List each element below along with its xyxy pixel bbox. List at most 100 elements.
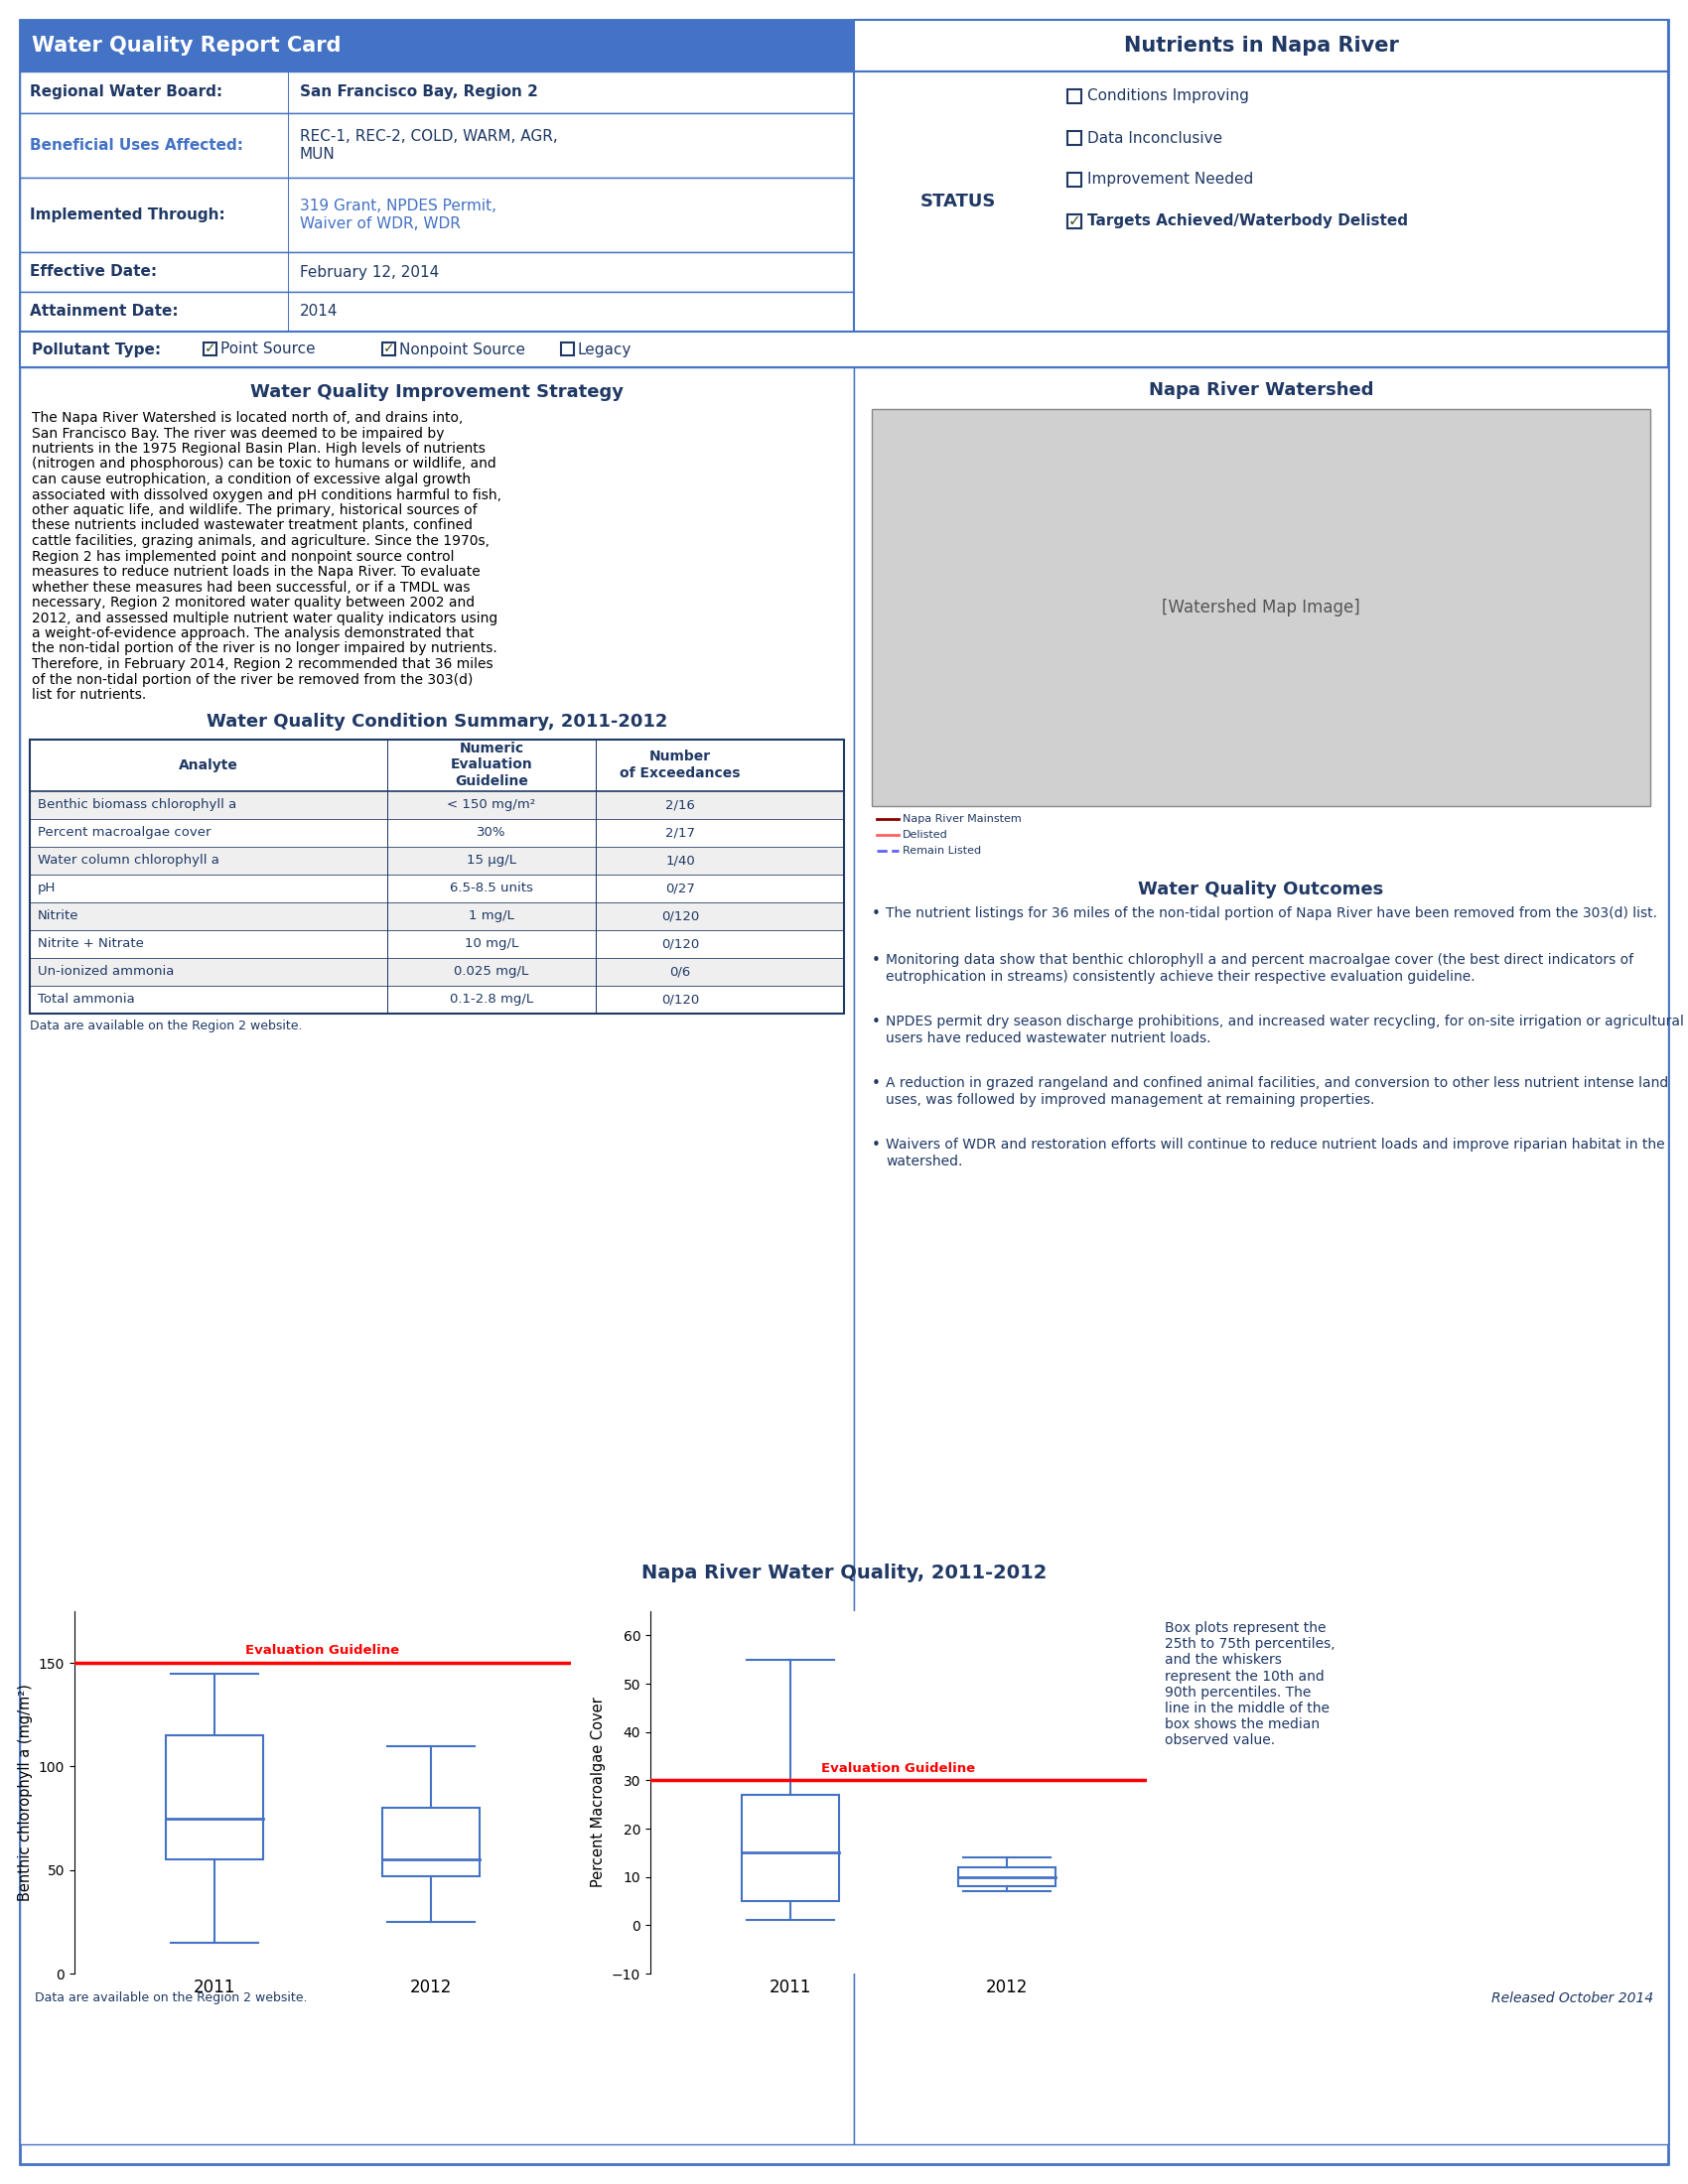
Text: nutrients in the 1975 Regional Basin Plan. High levels of nutrients: nutrients in the 1975 Regional Basin Pla…	[32, 441, 486, 456]
Text: Data are available on the Region 2 website.: Data are available on the Region 2 websi…	[35, 1992, 307, 2005]
Text: Total ammonia: Total ammonia	[37, 994, 135, 1005]
Text: February 12, 2014: February 12, 2014	[300, 264, 439, 280]
Text: 1/40: 1/40	[665, 854, 695, 867]
Bar	[20, 72, 854, 114]
Bar	[30, 819, 844, 845]
Text: cattle facilities, grazing animals, and agriculture. Since the 1970s,: cattle facilities, grazing animals, and …	[32, 535, 490, 548]
Text: Attainment Date:: Attainment Date:	[30, 304, 179, 319]
Text: The nutrient listings for 36 miles of the non-tidal portion of Napa River have b: The nutrient listings for 36 miles of th…	[886, 906, 1658, 919]
Text: associated with dissolved oxygen and pH conditions harmful to fish,: associated with dissolved oxygen and pH …	[32, 487, 501, 502]
Bar	[1067, 214, 1082, 229]
Text: necessary, Region 2 monitored water quality between 2002 and: necessary, Region 2 monitored water qual…	[32, 596, 474, 609]
Text: Conditions Improving: Conditions Improving	[1087, 90, 1249, 103]
Text: Nutrients in Napa River: Nutrients in Napa River	[1124, 35, 1398, 55]
Bar	[20, 114, 854, 177]
Bar	[1067, 131, 1082, 144]
Text: Numeric
Evaluation
Guideline: Numeric Evaluation Guideline	[451, 743, 533, 788]
Text: Nonpoint Source: Nonpoint Source	[398, 343, 525, 356]
Text: Napa River Mainstem: Napa River Mainstem	[903, 815, 1021, 823]
Text: Monitoring data show that benthic chlorophyll a and percent macroalgae cover (th: Monitoring data show that benthic chloro…	[886, 954, 1634, 983]
Text: NPDES permit dry season discharge prohibitions, and increased water recycling, f: NPDES permit dry season discharge prohib…	[886, 1016, 1685, 1046]
Text: ✓: ✓	[1069, 214, 1080, 229]
Text: Point Source: Point Source	[221, 343, 316, 356]
Text: Data Inconclusive: Data Inconclusive	[1087, 131, 1222, 146]
Text: The Napa River Watershed is located north of, and drains into,: The Napa River Watershed is located nort…	[32, 411, 463, 426]
Text: •: •	[871, 906, 881, 922]
Bar	[204, 343, 216, 356]
Text: Napa River Water Quality, 2011-2012: Napa River Water Quality, 2011-2012	[641, 1564, 1047, 1583]
Bar	[381, 1808, 479, 1876]
Text: these nutrients included wastewater treatment plants, confined: these nutrients included wastewater trea…	[32, 520, 473, 533]
Bar	[854, 20, 1668, 72]
Text: Waivers of WDR and restoration efforts will continue to reduce nutrient loads an: Waivers of WDR and restoration efforts w…	[886, 1138, 1664, 1168]
Bar	[854, 367, 1668, 2145]
Text: Therefore, in February 2014, Region 2 recommended that 36 miles: Therefore, in February 2014, Region 2 re…	[32, 657, 493, 670]
Bar	[854, 72, 1668, 332]
Text: •: •	[871, 1077, 881, 1092]
Text: list for nutrients.: list for nutrients.	[32, 688, 147, 701]
Bar	[20, 177, 854, 251]
Bar	[560, 343, 574, 356]
Bar	[20, 367, 854, 2145]
Bar	[20, 293, 854, 332]
Bar	[30, 791, 844, 819]
Text: ✓: ✓	[204, 343, 216, 356]
Text: 0/120: 0/120	[662, 994, 699, 1005]
Bar	[20, 332, 1668, 367]
Text: of the non-tidal portion of the river be removed from the 303(d): of the non-tidal portion of the river be…	[32, 673, 473, 686]
Text: a weight-of-evidence approach. The analysis demonstrated that: a weight-of-evidence approach. The analy…	[32, 627, 474, 640]
Text: 1 mg/L: 1 mg/L	[469, 909, 515, 922]
Text: Water Quality Report Card: Water Quality Report Card	[32, 35, 341, 55]
Text: (nitrogen and phosphorous) can be toxic to humans or wildlife, and: (nitrogen and phosphorous) can be toxic …	[32, 456, 496, 472]
Text: 10 mg/L: 10 mg/L	[464, 937, 518, 950]
Bar	[871, 408, 1651, 806]
Text: ✓: ✓	[383, 343, 395, 356]
Text: Improvement Needed: Improvement Needed	[1087, 173, 1252, 188]
Text: Un-ionized ammonia: Un-ionized ammonia	[37, 965, 174, 978]
Text: Box plots represent the
25th to 75th percentiles,
and the whiskers
represent the: Box plots represent the 25th to 75th per…	[1165, 1621, 1335, 1747]
Bar	[30, 738, 844, 1013]
Text: Nitrite: Nitrite	[37, 909, 79, 922]
Bar	[1067, 90, 1082, 103]
Y-axis label: Benthic chlorophyll a (mg/m²): Benthic chlorophyll a (mg/m²)	[19, 1684, 34, 1900]
Text: STATUS: STATUS	[920, 192, 996, 210]
Text: Pollutant Type:: Pollutant Type:	[32, 343, 160, 356]
Text: pH: pH	[37, 882, 56, 895]
Bar	[30, 985, 844, 1013]
Text: the non-tidal portion of the river is no longer impaired by nutrients.: the non-tidal portion of the river is no…	[32, 642, 498, 655]
Text: •: •	[871, 954, 881, 968]
Text: 2/16: 2/16	[665, 797, 695, 810]
Text: 2012, and assessed multiple nutrient water quality indicators using: 2012, and assessed multiple nutrient wat…	[32, 612, 498, 625]
Text: Region 2 has implemented point and nonpoint source control: Region 2 has implemented point and nonpo…	[32, 550, 454, 563]
Text: Nitrite + Nitrate: Nitrite + Nitrate	[37, 937, 143, 950]
Text: Data are available on the Region 2 website.: Data are available on the Region 2 websi…	[30, 1020, 302, 1033]
Text: whether these measures had been successful, or if a TMDL was: whether these measures had been successf…	[32, 581, 471, 594]
Text: 2/17: 2/17	[665, 826, 695, 839]
Bar	[30, 930, 844, 957]
Text: A reduction in grazed rangeland and confined animal facilities, and conversion t: A reduction in grazed rangeland and conf…	[886, 1077, 1668, 1107]
Text: 30%: 30%	[476, 826, 506, 839]
Text: Number
of Exceedances: Number of Exceedances	[619, 749, 741, 780]
Text: Regional Water Board:: Regional Water Board:	[30, 85, 223, 100]
Text: San Francisco Bay, Region 2: San Francisco Bay, Region 2	[300, 85, 538, 100]
Text: 0.1-2.8 mg/L: 0.1-2.8 mg/L	[449, 994, 533, 1005]
Text: Released October 2014: Released October 2014	[1491, 1992, 1653, 2005]
Text: 2014: 2014	[300, 304, 338, 319]
Text: Legacy: Legacy	[577, 343, 631, 356]
Text: 6.5-8.5 units: 6.5-8.5 units	[451, 882, 533, 895]
Text: Analyte: Analyte	[179, 758, 238, 771]
Bar	[30, 874, 844, 902]
Text: 0/6: 0/6	[670, 965, 690, 978]
Text: Implemented Through:: Implemented Through:	[30, 207, 225, 223]
Bar	[20, 20, 854, 72]
Text: Evaluation Guideline: Evaluation Guideline	[822, 1762, 976, 1776]
Bar	[30, 845, 844, 874]
Text: Napa River Watershed: Napa River Watershed	[1148, 382, 1374, 400]
Bar	[30, 902, 844, 930]
Bar	[30, 957, 844, 985]
Text: •: •	[871, 1016, 881, 1031]
Text: Water Quality Improvement Strategy: Water Quality Improvement Strategy	[250, 382, 623, 402]
Text: Water Quality Condition Summary, 2011-2012: Water Quality Condition Summary, 2011-20…	[206, 714, 667, 732]
Bar	[30, 738, 844, 791]
Text: Beneficial Uses Affected:: Beneficial Uses Affected:	[30, 138, 243, 153]
